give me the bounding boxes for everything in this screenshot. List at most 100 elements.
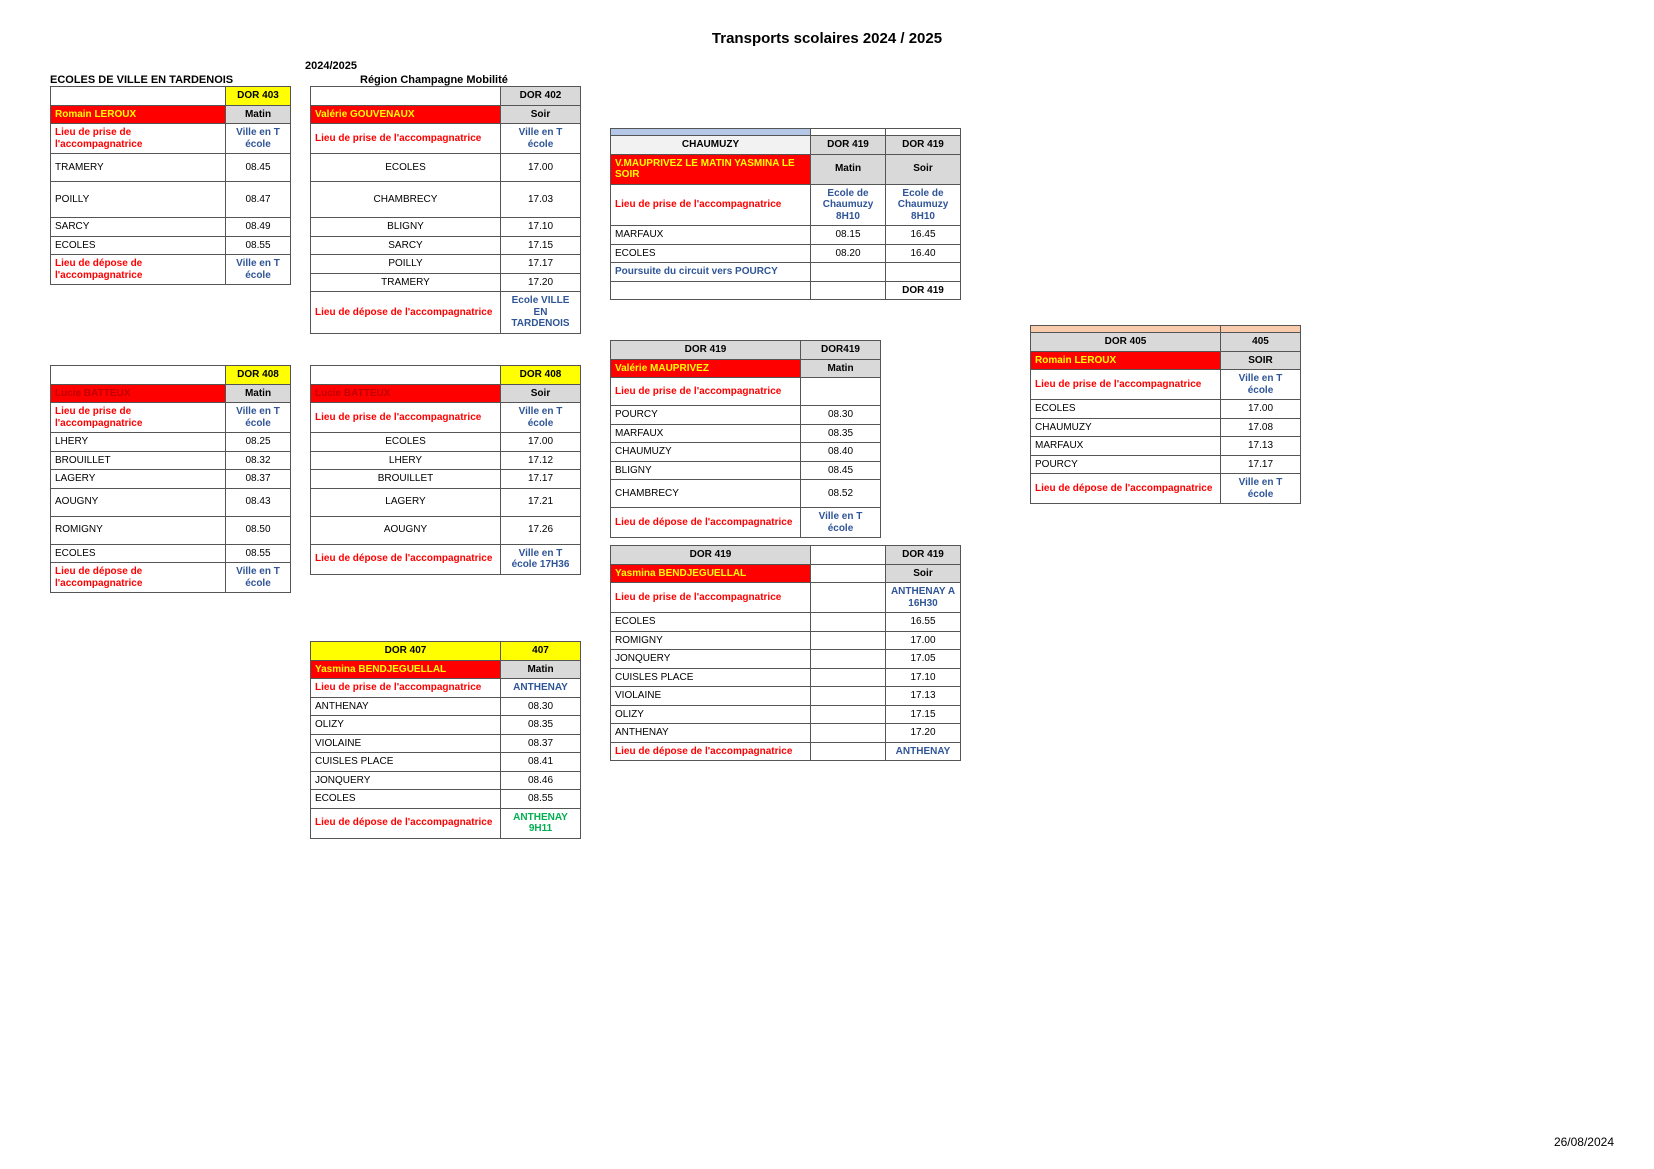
table-row: TRAMERY17.20 [311, 273, 581, 292]
page-title: Transports scolaires 2024 / 2025 [0, 30, 1654, 47]
dor403-driver: Romain LEROUX [51, 105, 226, 124]
dor405-dropoff-label: Lieu de dépose de l'accompagnatrice [1031, 474, 1221, 504]
dor407-driver: Yasmina BENDJEGUELLAL [311, 660, 501, 679]
chaumuzy-period-s: Soir [886, 154, 961, 184]
dor419s-code: DOR 419 [611, 546, 811, 565]
dor403-dropoff-place: Ville en T école [226, 255, 291, 285]
table-row: ANTHENAY08.30 [311, 697, 581, 716]
dor402-dropoff-place: Ecole VILLE EN TARDENOIS [501, 292, 581, 334]
table-row: LAGERY08.37 [51, 470, 291, 489]
table-dor405: DOR 405 405 Romain LEROUX SOIR Lieu de p… [1030, 325, 1301, 504]
table-row: MARFAUX08.35 [611, 424, 881, 443]
chaumuzy-code-m: DOR 419 [811, 136, 886, 155]
dor419m-code: DOR 419 [611, 341, 801, 360]
dor407-period: Matin [501, 660, 581, 679]
dor419m-dropoff-place: Ville en T école [801, 508, 881, 538]
table-row: JONQUERY08.46 [311, 771, 581, 790]
table-row: LAGERY17.21 [311, 488, 581, 516]
dor403-period: Matin [226, 105, 291, 124]
chaumuzy-period-m: Matin [811, 154, 886, 184]
dor408s-driver: Lucie BATTEUX [311, 384, 501, 403]
dor402-driver: Valérie GOUVENAUX [311, 105, 501, 124]
dor407-pickup-place: ANTHENAY [501, 679, 581, 698]
chaumuzy-code-s: DOR 419 [886, 136, 961, 155]
dor419m-period: Matin [801, 359, 881, 378]
dor408m-pickup-place: Ville en T école [226, 403, 291, 433]
chaumuzy-pickup-m: Ecole de Chaumuzy 8H10 [811, 184, 886, 226]
table-row: LHERY08.25 [51, 433, 291, 452]
dor419m-dropoff-label: Lieu de dépose de l'accompagnatrice [611, 508, 801, 538]
dor403-code: DOR 403 [226, 87, 291, 106]
table-row: POURCY08.30 [611, 406, 881, 425]
table-row: JONQUERY17.05 [611, 650, 961, 669]
table-row: CHAMBRECY17.03 [311, 182, 581, 218]
table-row: ROMIGNY17.00 [611, 631, 961, 650]
table-row: CHAUMUZY08.40 [611, 443, 881, 462]
dor407-pickup-label: Lieu de prise de l'accompagnatrice [311, 679, 501, 698]
table-row: POILLY17.17 [311, 255, 581, 274]
dor407-dropoff-place: ANTHENAY 9H11 [501, 808, 581, 838]
table-dor402: DOR 402 Valérie GOUVENAUX Soir Lieu de p… [310, 86, 581, 334]
dor403-pickup-label: Lieu de prise de l'accompagnatrice [51, 124, 226, 154]
dor408s-period: Soir [501, 384, 581, 403]
table-row: CUISLES PLACE08.41 [311, 753, 581, 772]
dor402-code: DOR 402 [501, 87, 581, 106]
chaumuzy-pickup-label: Lieu de prise de l'accompagnatrice [611, 184, 811, 226]
table-row: ECOLES16.55 [611, 613, 961, 632]
table-row: CHAUMUZY17.08 [1031, 418, 1301, 437]
dor407-dropoff-label: Lieu de dépose de l'accompagnatrice [311, 808, 501, 838]
dor408m-dropoff-label: Lieu de dépose de l'accompagnatrice [51, 563, 226, 593]
dor402-period: Soir [501, 105, 581, 124]
table-row: OLIZY08.35 [311, 716, 581, 735]
dor408m-period: Matin [226, 384, 291, 403]
dor408m-dropoff-place: Ville en T école [226, 563, 291, 593]
table-row: ECOLES17.00 [311, 154, 581, 182]
chaumuzy-note: Poursuite du circuit vers POURCY [611, 263, 811, 282]
table-row: SARCY17.15 [311, 236, 581, 255]
table-row: VIOLAINE08.37 [311, 734, 581, 753]
table-dor419s: DOR 419 DOR 419 Yasmina BENDJEGUELLAL So… [610, 545, 961, 761]
dor408s-pickup-place: Ville en T école [501, 403, 581, 433]
dor405-pickup-place: Ville en T école [1221, 370, 1301, 400]
footer-date: 26/08/2024 [1554, 1135, 1614, 1149]
dor419s-dropoff-place: ANTHENAY [886, 742, 961, 761]
region-label: Région Champagne Mobilité [360, 74, 508, 86]
dor408m-pickup-label: Lieu de prise de l'accompagnatrice [51, 403, 226, 433]
table-row: TRAMERY08.45 [51, 154, 291, 182]
dor408s-dropoff-label: Lieu de dépose de l'accompagnatrice [311, 544, 501, 574]
dor419m-code2: DOR419 [801, 341, 881, 360]
dor408m-code: DOR 408 [226, 366, 291, 385]
dor403-pickup-place: Ville en T école [226, 124, 291, 154]
dor419s-driver: Yasmina BENDJEGUELLAL [611, 564, 811, 583]
chaumuzy-pickup-s: Ecole de Chaumuzy 8H10 [886, 184, 961, 226]
table-dor408s: DOR 408 Lucie BATTEUX Soir Lieu de prise… [310, 365, 581, 575]
dor419m-driver: Valérie MAUPRIVEZ [611, 359, 801, 378]
dor405-code2: 405 [1221, 333, 1301, 352]
table-row: LHERY17.12 [311, 451, 581, 470]
table-row: AOUGNY17.26 [311, 516, 581, 544]
table-row: ECOLES08.55 [51, 236, 291, 255]
table-row: BROUILLET08.32 [51, 451, 291, 470]
dor408s-code: DOR 408 [501, 366, 581, 385]
table-row: CUISLES PLACE17.10 [611, 668, 961, 687]
table-row: POURCY17.17 [1031, 455, 1301, 474]
table-row: AOUGNY08.43 [51, 488, 291, 516]
table-row: MARFAUX08.1516.45 [611, 226, 961, 245]
table-row: ECOLES08.2016.40 [611, 244, 961, 263]
dor402-pickup-label: Lieu de prise de l'accompagnatrice [311, 124, 501, 154]
chaumuzy-driver: V.MAUPRIVEZ LE MATIN YASMINA LE SOIR [611, 154, 811, 184]
table-row: POILLY08.47 [51, 182, 291, 218]
table-row: SARCY08.49 [51, 218, 291, 237]
dor403-dropoff-label: Lieu de dépose de l'accompagnatrice [51, 255, 226, 285]
dor407-code: DOR 407 [311, 642, 501, 661]
table-row: BROUILLET17.17 [311, 470, 581, 489]
table-chaumuzy: CHAUMUZY DOR 419 DOR 419 V.MAUPRIVEZ LE … [610, 128, 961, 300]
table-row: MARFAUX17.13 [1031, 437, 1301, 456]
dor419s-pickup-place: ANTHENAY A 16H30 [886, 583, 961, 613]
dor419m-pickup-label: Lieu de prise de l'accompagnatrice [611, 378, 801, 406]
table-row: ECOLES17.00 [311, 433, 581, 452]
table-row: ANTHENAY17.20 [611, 724, 961, 743]
year-label: 2024/2025 [305, 60, 357, 72]
dor405-period: SOIR [1221, 351, 1301, 370]
table-row: CHAMBRECY08.52 [611, 480, 881, 508]
